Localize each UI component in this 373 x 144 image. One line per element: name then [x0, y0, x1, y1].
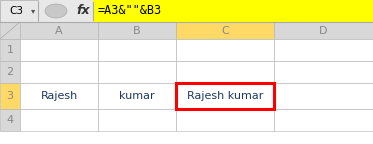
Bar: [20, 22, 98, 39]
Bar: [98, 22, 176, 39]
Bar: [0, 61, 20, 83]
Bar: [274, 39, 373, 61]
Bar: [0, 83, 20, 109]
Text: 4: 4: [6, 115, 13, 125]
Text: ▾: ▾: [31, 6, 35, 16]
Text: 3: 3: [6, 91, 13, 101]
Text: D: D: [319, 25, 328, 36]
Text: Rajesh kumar: Rajesh kumar: [187, 91, 263, 101]
Bar: [0, 39, 20, 61]
Bar: [176, 22, 274, 39]
Bar: [0, 109, 20, 131]
Bar: [98, 83, 176, 109]
Bar: [176, 109, 274, 131]
Bar: [176, 83, 274, 109]
Text: Rajesh: Rajesh: [40, 91, 78, 101]
Bar: [274, 83, 373, 109]
Bar: [20, 109, 98, 131]
Bar: [93, 0, 373, 22]
Bar: [0, 0, 373, 22]
Text: 2: 2: [6, 67, 13, 77]
Text: C3: C3: [9, 6, 23, 16]
Text: B: B: [133, 25, 141, 36]
Bar: [0, 22, 20, 39]
Bar: [20, 39, 98, 61]
Bar: [20, 83, 98, 109]
Bar: [176, 83, 274, 109]
Text: =A3&""&B3: =A3&""&B3: [98, 4, 162, 18]
Bar: [20, 61, 98, 83]
Text: A: A: [55, 25, 63, 36]
Bar: [98, 109, 176, 131]
Text: C: C: [221, 25, 229, 36]
Bar: [0, 0, 38, 22]
Bar: [274, 109, 373, 131]
Text: 1: 1: [6, 45, 13, 55]
Bar: [98, 61, 176, 83]
Ellipse shape: [45, 4, 67, 18]
Bar: [176, 61, 274, 83]
Bar: [274, 22, 373, 39]
Text: kumar: kumar: [119, 91, 155, 101]
Text: fx: fx: [76, 4, 90, 18]
Bar: [274, 61, 373, 83]
Bar: [176, 39, 274, 61]
Bar: [98, 39, 176, 61]
